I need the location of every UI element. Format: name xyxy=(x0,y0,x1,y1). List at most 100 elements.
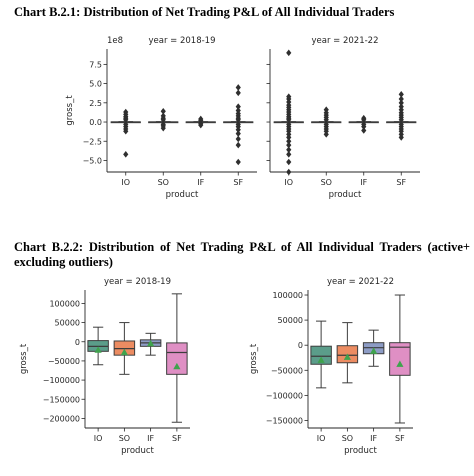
x-tick-label: IO xyxy=(94,434,103,443)
box-body xyxy=(389,342,411,376)
mean-marker xyxy=(370,347,378,354)
mean-marker xyxy=(317,356,325,363)
x-tick-label: SF xyxy=(395,434,405,443)
outlier-point xyxy=(123,116,129,124)
y-tick-label: 0 xyxy=(75,338,80,347)
box-SO xyxy=(336,322,359,384)
y-tick-label: 100000 xyxy=(49,299,80,308)
box-IO xyxy=(310,320,332,389)
outlier-point xyxy=(398,134,404,141)
x-tick-label: IF xyxy=(370,434,377,443)
outlier-point xyxy=(398,116,404,124)
y-tick-label: −100000 xyxy=(43,376,80,385)
x-axis-label: product xyxy=(166,190,199,200)
panel-title: year = 2018-19 xyxy=(148,36,215,46)
outlier-point xyxy=(286,137,292,145)
box-SO xyxy=(113,322,136,375)
outlier-point xyxy=(160,124,166,132)
x-tick-label: IF xyxy=(360,178,367,187)
outlier-point xyxy=(286,134,292,141)
x-tick-label: SF xyxy=(233,178,243,187)
y-tick-label: 7.5 xyxy=(89,60,102,69)
outlier-point xyxy=(323,116,329,124)
y-tick-label: −150000 xyxy=(266,416,303,425)
mean-marker xyxy=(396,360,404,367)
y-tick-label: 5.0 xyxy=(89,80,102,89)
outlier-point xyxy=(235,103,241,110)
box-IO xyxy=(273,49,304,176)
y-tick-label: 50000 xyxy=(55,319,80,328)
panel-0: year = 2018-19 7.5 5.0 2.5 0.0 −2.5 −5.0 IO SO IF… xyxy=(83,36,257,200)
y-tick-label: −100000 xyxy=(266,391,303,400)
outlier-point xyxy=(235,130,241,137)
mean-marker xyxy=(94,346,102,353)
outlier-point xyxy=(160,107,166,115)
outlier-point xyxy=(286,116,292,124)
mean-marker xyxy=(120,348,128,356)
x-tick-label: IO xyxy=(121,178,130,187)
outlier-point xyxy=(361,116,367,124)
box-SO xyxy=(148,107,179,132)
chart-b22-heading: Chart B.2.2: Distribution of Net Trading… xyxy=(14,240,470,269)
x-tick-label: IF xyxy=(197,178,204,187)
y-tick-label: 50000 xyxy=(278,316,303,325)
outlier-point xyxy=(286,146,292,154)
x-tick-label: SO xyxy=(119,434,130,443)
box-IF xyxy=(185,115,216,129)
outlier-point xyxy=(235,84,241,91)
x-tick-label: IO xyxy=(317,434,326,443)
x-axis-label: product xyxy=(329,190,362,200)
y-tick-label: −150000 xyxy=(43,395,80,404)
outlier-point xyxy=(286,158,292,166)
y-axis-label-right: gross_t xyxy=(249,343,259,374)
y-axis-label-left: gross_t xyxy=(19,343,29,374)
x-tick-label: SF xyxy=(396,178,406,187)
outlier-point xyxy=(323,131,329,138)
outlier-point xyxy=(286,168,292,176)
outlier-point xyxy=(235,158,241,166)
y-tick-label: 0.0 xyxy=(89,118,102,127)
y-axis-label: gross_t xyxy=(65,95,75,126)
outlier-point xyxy=(361,127,367,134)
box-body xyxy=(310,345,332,365)
mean-marker xyxy=(173,362,181,370)
outlier-point xyxy=(235,141,241,149)
panel-1: year = 2021-22 100000 50000 0 −50000 −100000 −… xyxy=(266,277,413,456)
box-IO xyxy=(110,108,141,158)
outlier-point xyxy=(398,95,404,103)
y-tick-label: 100000 xyxy=(272,291,303,300)
y-tick-label: 2.5 xyxy=(89,99,102,108)
y-tick-label: −5.0 xyxy=(83,156,102,165)
box-SO xyxy=(311,106,342,138)
box-IF xyxy=(348,114,379,134)
outlier-point xyxy=(123,127,129,135)
x-tick-label: SO xyxy=(342,434,353,443)
x-tick-label: SO xyxy=(158,178,169,187)
box-SF xyxy=(386,91,417,141)
outlier-point xyxy=(235,89,241,97)
box-IF xyxy=(139,332,162,356)
box-body xyxy=(166,342,188,375)
mean-marker xyxy=(147,339,155,347)
outlier-point xyxy=(123,151,129,158)
outlier-point xyxy=(361,123,367,130)
outlier-point xyxy=(235,126,241,134)
outlier-point xyxy=(286,151,292,158)
outlier-point xyxy=(235,135,241,143)
panel-0: year = 2018-19 100000 50000 0 −50000 −100000 −… xyxy=(43,277,190,456)
mean-marker xyxy=(343,353,351,360)
panel-title: year = 2021-22 xyxy=(327,277,394,287)
box-SF xyxy=(389,294,411,424)
y-tick-label: −200000 xyxy=(43,414,80,423)
x-axis-label: product xyxy=(121,446,154,456)
box-SF xyxy=(223,84,254,166)
outlier-point xyxy=(198,121,204,129)
y-tick-label: −50000 xyxy=(48,357,80,366)
outlier-point xyxy=(286,141,292,149)
panel-1: year = 2021-22 IO SO IF SF product xyxy=(266,36,420,200)
x-tick-label: SF xyxy=(172,434,182,443)
x-tick-label: IO xyxy=(284,178,293,187)
y-tick-label: 0 xyxy=(298,341,303,350)
